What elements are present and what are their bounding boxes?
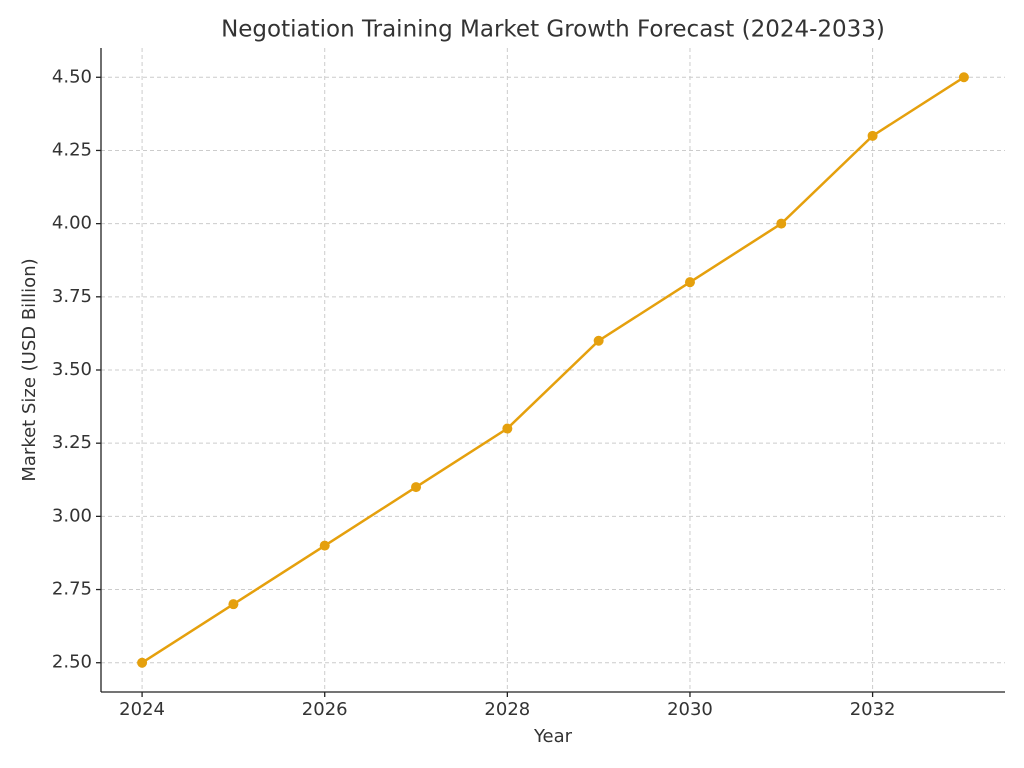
y-tick-label: 4.50 (52, 66, 92, 87)
data-point (958, 72, 969, 83)
y-tick-label: 3.50 (52, 359, 92, 380)
x-tick-label: 2030 (667, 699, 713, 720)
data-point (137, 657, 148, 668)
x-tick-label: 2032 (850, 699, 896, 720)
data-point (593, 335, 604, 346)
data-point (776, 218, 787, 229)
y-tick-label: 3.25 (52, 432, 92, 453)
y-tick-label: 2.50 (52, 652, 92, 673)
data-point (684, 277, 695, 288)
y-axis-label: Market Size (USD Billion) (19, 258, 40, 481)
y-tick-label: 3.75 (52, 286, 92, 307)
data-point (319, 540, 330, 551)
y-tick-label: 3.00 (52, 505, 92, 526)
x-axis-label: Year (533, 726, 573, 747)
data-point (228, 599, 239, 610)
y-tick-label: 4.25 (52, 139, 92, 160)
data-point (867, 130, 878, 141)
y-tick-label: 2.75 (52, 579, 92, 600)
x-tick-label: 2026 (302, 699, 348, 720)
data-point (502, 423, 513, 434)
x-tick-label: 2028 (484, 699, 530, 720)
series-line (141, 76, 965, 664)
x-tick-label: 2024 (119, 699, 165, 720)
chart-title: Negotiation Training Market Growth Forec… (221, 17, 885, 43)
y-tick-label: 4.00 (52, 213, 92, 234)
data-point (411, 482, 422, 493)
